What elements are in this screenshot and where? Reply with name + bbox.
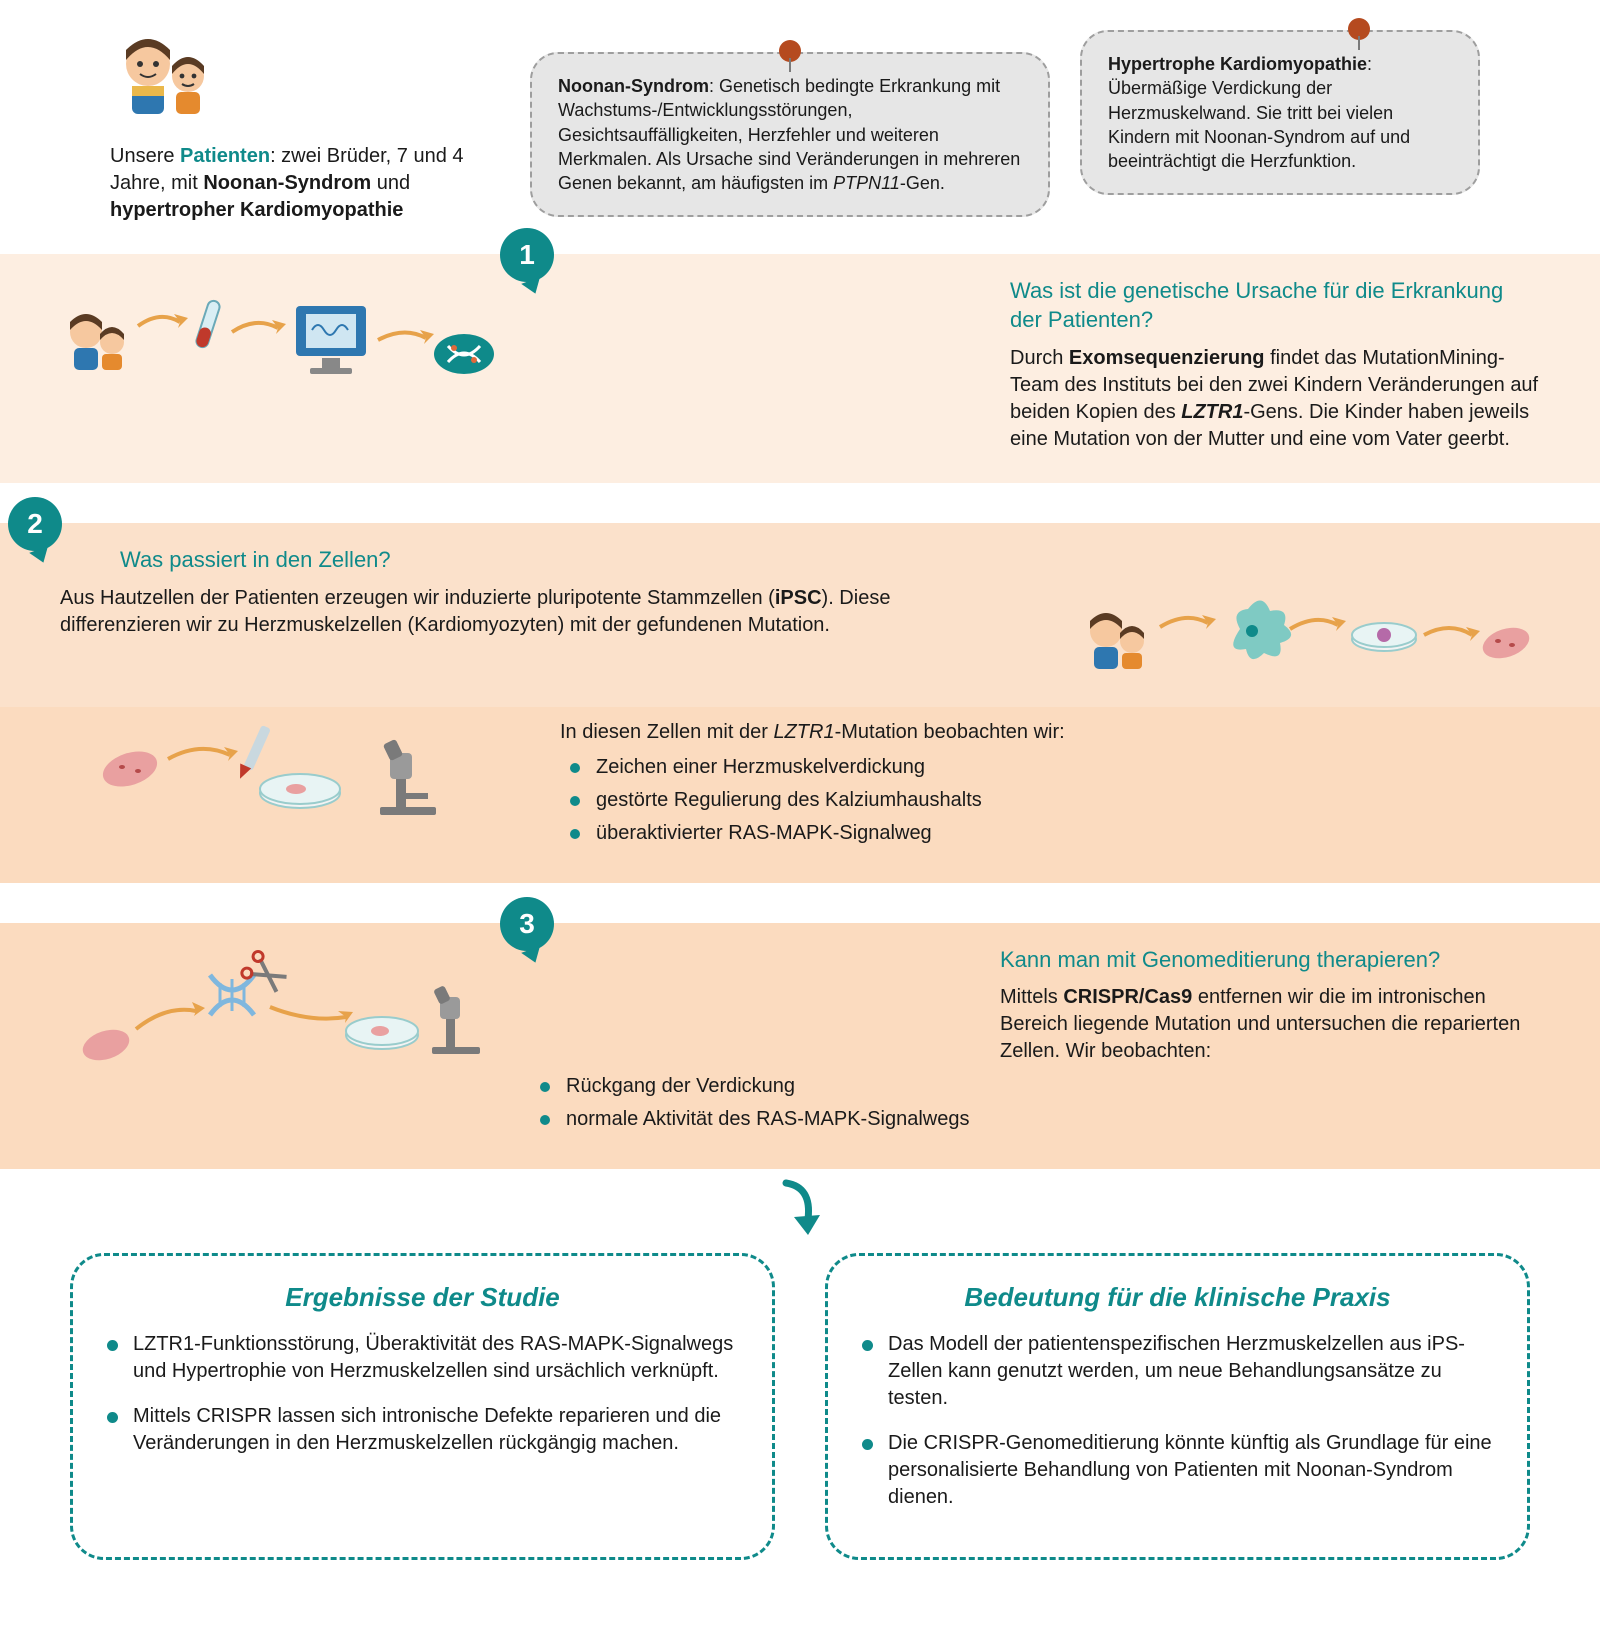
section-2b: In diesen Zellen mit der LZTR1-Mutation … — [0, 707, 1600, 883]
body-3: Mittels CRISPR/Cas9 entfernen wir die im… — [1000, 984, 1540, 1065]
box-results: Ergebnisse der Studie LZTR1-Funktionsstö… — [70, 1253, 775, 1560]
intro-row: Unsere Patienten: zwei Brüder, 7 und 4 J… — [0, 0, 1600, 254]
list-item: LZTR1-Funktionsstörung, Überaktivität de… — [107, 1331, 738, 1385]
list-item: Das Modell der patientenspezifischen Her… — [862, 1331, 1493, 1412]
down-arrow-icon — [774, 1179, 826, 1239]
illustration-s2a — [1080, 585, 1540, 695]
patients-icon — [110, 30, 230, 128]
badge-3: 3 — [500, 897, 554, 951]
list-item: Zeichen einer Herzmuskelverdickung — [560, 754, 1540, 781]
badge-2: 2 — [8, 497, 62, 551]
note-noonan: Noonan-Syndrom: Genetisch bedingte Erkra… — [530, 52, 1050, 217]
section-1: 1 — [0, 254, 1600, 483]
list-item: gestörte Regulierung des Kalziumhaushalt… — [560, 787, 1540, 814]
question-1: Was ist die genetische Ursache für die E… — [1010, 276, 1540, 335]
body-2a: Aus Hautzellen der Patienten erzeugen wi… — [60, 585, 940, 639]
intro-notes: Noonan-Syndrom: Genetisch bedingte Erkra… — [530, 30, 1480, 224]
illustration-s1 — [60, 276, 500, 396]
pin-icon — [779, 40, 801, 62]
obs-list-3: Rückgang der Verdickung normale Aktivitä… — [530, 1073, 1540, 1133]
body-2b-intro: In diesen Zellen mit der LZTR1-Mutation … — [560, 719, 1540, 746]
body-1: Durch Exomsequenzierung findet das Mutat… — [1010, 345, 1540, 453]
intro-text: Unsere Patienten: zwei Brüder, 7 und 4 J… — [110, 143, 490, 224]
illustration-s3 — [60, 945, 500, 1085]
obs-list-2: Zeichen einer Herzmuskelverdickung gestö… — [560, 754, 1540, 847]
bottom-row: Ergebnisse der Studie LZTR1-Funktionsstö… — [0, 1243, 1600, 1610]
badge-1: 1 — [500, 228, 554, 282]
note-hcm: Hypertrophe Kardiomyopathie: Übermäßige … — [1080, 30, 1480, 195]
question-2: Was passiert in den Zellen? — [120, 545, 1540, 575]
list-item: normale Aktivität des RAS-MAPK-Signalweg… — [530, 1106, 1540, 1133]
list-item: Rückgang der Verdickung — [530, 1073, 1540, 1100]
list-item: Mittels CRISPR lassen sich intronische D… — [107, 1403, 738, 1457]
section-3: 3 — [0, 923, 1600, 1170]
box-title: Ergebnisse der Studie — [107, 1280, 738, 1315]
question-3: Kann man mit Genomeditierung therapieren… — [1000, 945, 1540, 975]
list-item: Die CRISPR-Genomeditierung könnte künfti… — [862, 1430, 1493, 1511]
box-clinical: Bedeutung für die klinische Praxis Das M… — [825, 1253, 1530, 1560]
intro-left: Unsere Patienten: zwei Brüder, 7 und 4 J… — [110, 30, 490, 224]
list-item: überaktivierter RAS-MAPK-Signalweg — [560, 820, 1540, 847]
illustration-s2b — [60, 719, 500, 839]
pin-icon — [1348, 18, 1370, 40]
section-2a: 2 Was passiert in den Zellen? Aus Hautze… — [0, 523, 1600, 707]
box-title: Bedeutung für die klinische Praxis — [862, 1280, 1493, 1315]
